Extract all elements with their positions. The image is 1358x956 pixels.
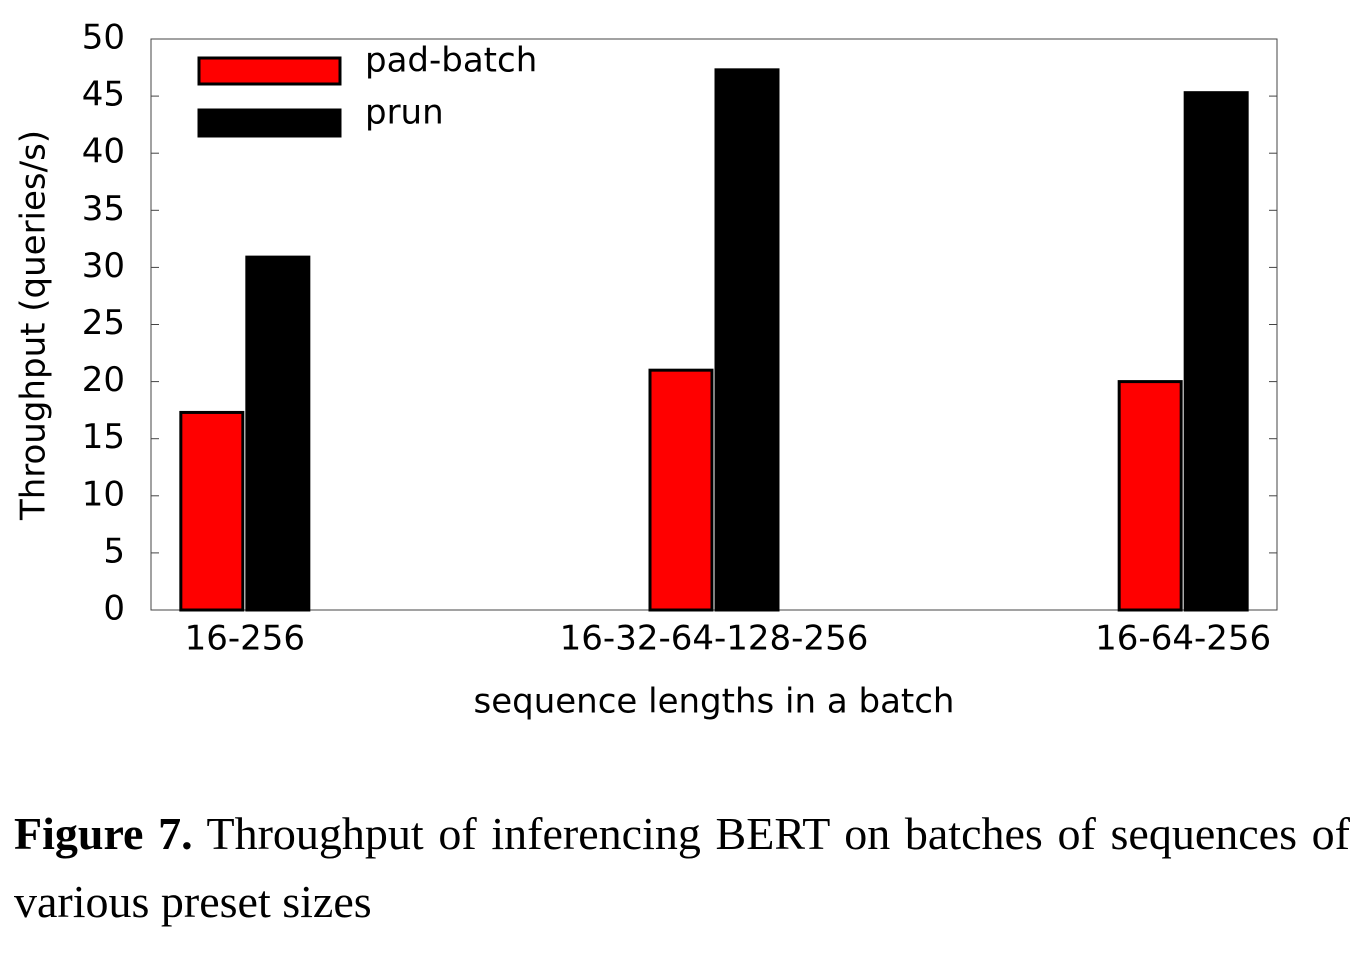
y-tick-label: 30 <box>82 246 125 286</box>
y-tick-label: 45 <box>82 75 125 115</box>
legend-label: prun <box>365 93 444 133</box>
x-axis-label: sequence lengths in a batch <box>474 682 955 722</box>
y-tick-label: 40 <box>82 132 125 172</box>
y-tick-label: 0 <box>103 589 125 629</box>
caption-text: Throughput of inferencing BERT on batche… <box>14 808 1350 927</box>
bar <box>179 410 245 612</box>
legend-swatch <box>197 108 342 138</box>
y-axis-label: Throughput (queries/s) <box>14 130 54 521</box>
legend-swatch <box>197 56 342 86</box>
y-tick-label: 15 <box>82 417 125 457</box>
bar <box>1117 380 1183 612</box>
caption-label: Figure 7. <box>14 808 193 859</box>
chart: sequence lengths in a batch Throughput (… <box>14 18 1278 722</box>
bar <box>1183 91 1249 612</box>
legend-label: pad-batch <box>365 41 537 81</box>
y-tick-label: 50 <box>82 18 125 58</box>
caption: Figure 7. Throughput of inferencing BERT… <box>14 800 1350 936</box>
y-tick-label: 20 <box>82 360 125 400</box>
y-tick-label: 25 <box>82 303 125 343</box>
x-tick-label: 16-64-256 <box>1095 619 1271 659</box>
y-tick-label: 5 <box>103 531 125 571</box>
y-tick-label: 10 <box>82 474 125 514</box>
x-tick-label: 16-256 <box>185 619 305 659</box>
y-tick-label: 35 <box>82 189 125 229</box>
bar <box>245 255 311 612</box>
bar <box>648 368 714 612</box>
bar <box>714 68 780 612</box>
x-tick-label: 16-32-64-128-256 <box>560 619 869 659</box>
